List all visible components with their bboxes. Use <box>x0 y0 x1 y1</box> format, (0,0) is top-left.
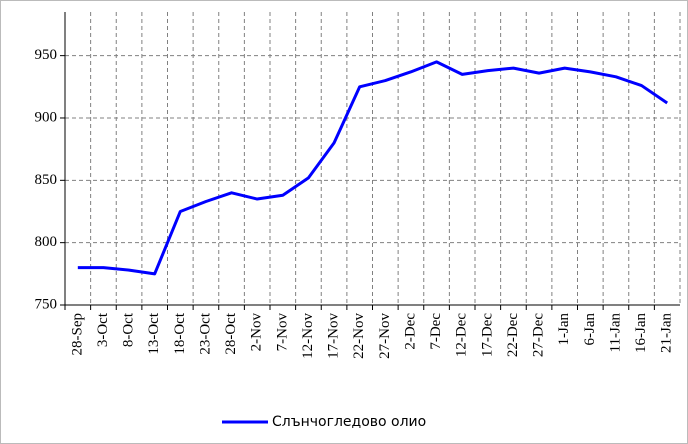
x-tick-label: 17-Dec <box>479 313 495 357</box>
x-tick-label: 28-Oct <box>223 312 239 354</box>
x-tick-label: 16-Jan <box>633 313 649 353</box>
x-tick-label: 12-Dec <box>454 313 470 357</box>
x-tick-label: 8-Oct <box>121 312 137 347</box>
x-tick-label: 22-Nov <box>351 313 367 359</box>
y-tick-label: 800 <box>35 234 58 250</box>
x-tick-label: 17-Nov <box>326 313 342 359</box>
x-tick-label: 27-Nov <box>377 313 393 359</box>
x-tick-label: 21-Jan <box>659 313 675 353</box>
x-tick-label: 7-Nov <box>274 313 290 352</box>
x-tick-label: 3-Oct <box>95 312 111 347</box>
x-tick-label: 12-Nov <box>300 313 316 359</box>
legend-label: Слънчогледово олио <box>272 414 426 430</box>
x-tick-label: 18-Oct <box>172 312 188 354</box>
x-tick-label: 23-Oct <box>197 312 213 354</box>
x-tick-label: 2-Nov <box>249 313 265 352</box>
y-tick-label: 900 <box>35 109 58 125</box>
y-tick-label: 750 <box>35 296 58 312</box>
x-tick-label: 13-Oct <box>146 312 162 354</box>
data-line <box>77 60 669 276</box>
x-tick-label: 6-Jan <box>582 313 598 346</box>
x-tick-label: 28-Sep <box>69 313 85 356</box>
x-tick-label: 27-Dec <box>531 313 547 357</box>
y-tick-label: 950 <box>35 47 58 63</box>
x-tick-label: 2-Dec <box>402 313 418 350</box>
x-tick-label: 1-Jan <box>556 313 572 346</box>
x-tick-label: 7-Dec <box>428 313 444 350</box>
y-tick-label: 850 <box>35 172 58 188</box>
x-tick-label: 11-Jan <box>607 313 623 353</box>
x-tick-label: 22-Dec <box>505 313 521 357</box>
